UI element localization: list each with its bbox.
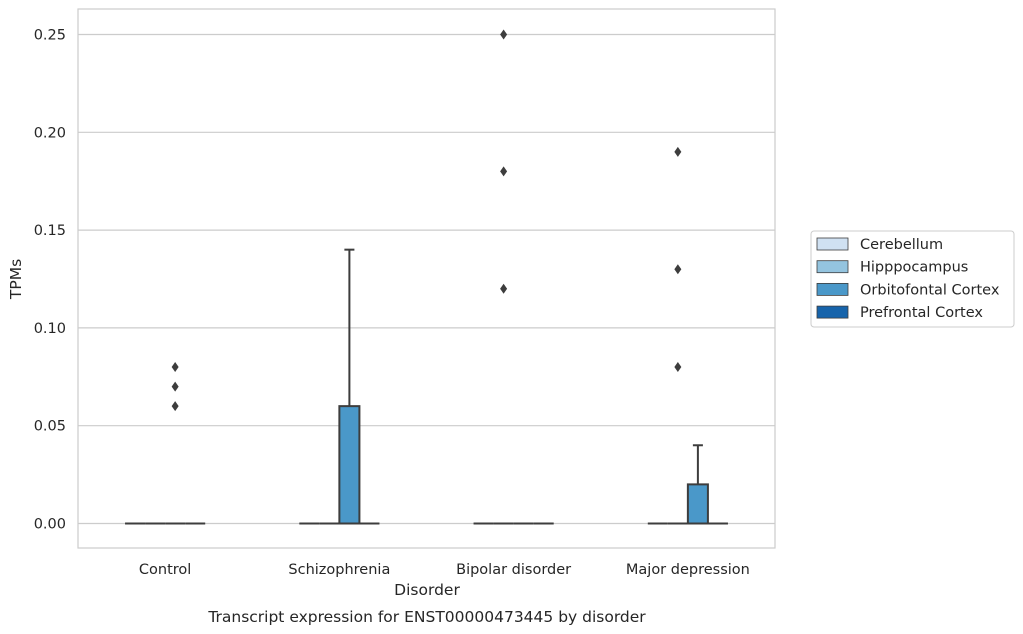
box [493,29,514,525]
legend-swatch [816,305,849,319]
legend-label: Orbitofontal Cortex [860,282,1000,298]
box [686,444,709,525]
outlier-point [674,362,682,373]
outlier-point [500,29,508,40]
legend-swatch [816,260,849,274]
outlier-point [674,264,682,275]
legend-swatch [816,282,849,296]
outlier-point [171,381,179,392]
outlier-point [674,146,682,157]
box [165,362,186,525]
x-tick-labels: Control Schizophrenia Bipolar disorder Majo… [139,562,750,578]
y-tick-labels: 0.00 0.05 0.10 0.15 0.20 0.25 [34,28,66,533]
box-body [686,483,709,525]
plot-frame [77,8,776,549]
x-axis-title: Disorder [394,581,460,599]
outlier-point [500,283,508,294]
outlier-point [171,401,179,412]
x-tick-label: Schizophrenia [288,562,390,578]
legend-label: Hipppocampus [860,260,968,276]
x-tick-label: Control [139,562,191,578]
chart-caption: Transcript expression for ENST0000047344… [207,608,646,626]
legend-label: Cerebellum [860,237,943,253]
legend: Cerebellum Hipppocampus Orbitofontal Corte… [810,230,1015,328]
y-tick-label: 0.20 [34,125,66,141]
y-gridlines [78,33,775,525]
x-tick-label: Major depression [626,562,750,578]
legend-swatch [816,237,849,251]
box-body [338,405,361,525]
outlier-point [500,166,508,177]
box [338,248,361,525]
y-axis-title: TPMs [7,259,25,300]
y-tick-label: 0.05 [34,419,66,435]
outlier-point [171,362,179,373]
y-tick-label: 0.15 [34,223,66,239]
y-tick-label: 0.10 [34,321,66,337]
x-tick-label: Bipolar disorder [456,562,571,578]
y-tick-label: 0.00 [34,517,66,533]
box-plot-series [125,29,728,525]
y-tick-label: 0.25 [34,28,66,44]
legend-label: Prefrontal Cortex [860,305,983,321]
box [667,146,688,525]
legend-frame [810,230,1015,328]
